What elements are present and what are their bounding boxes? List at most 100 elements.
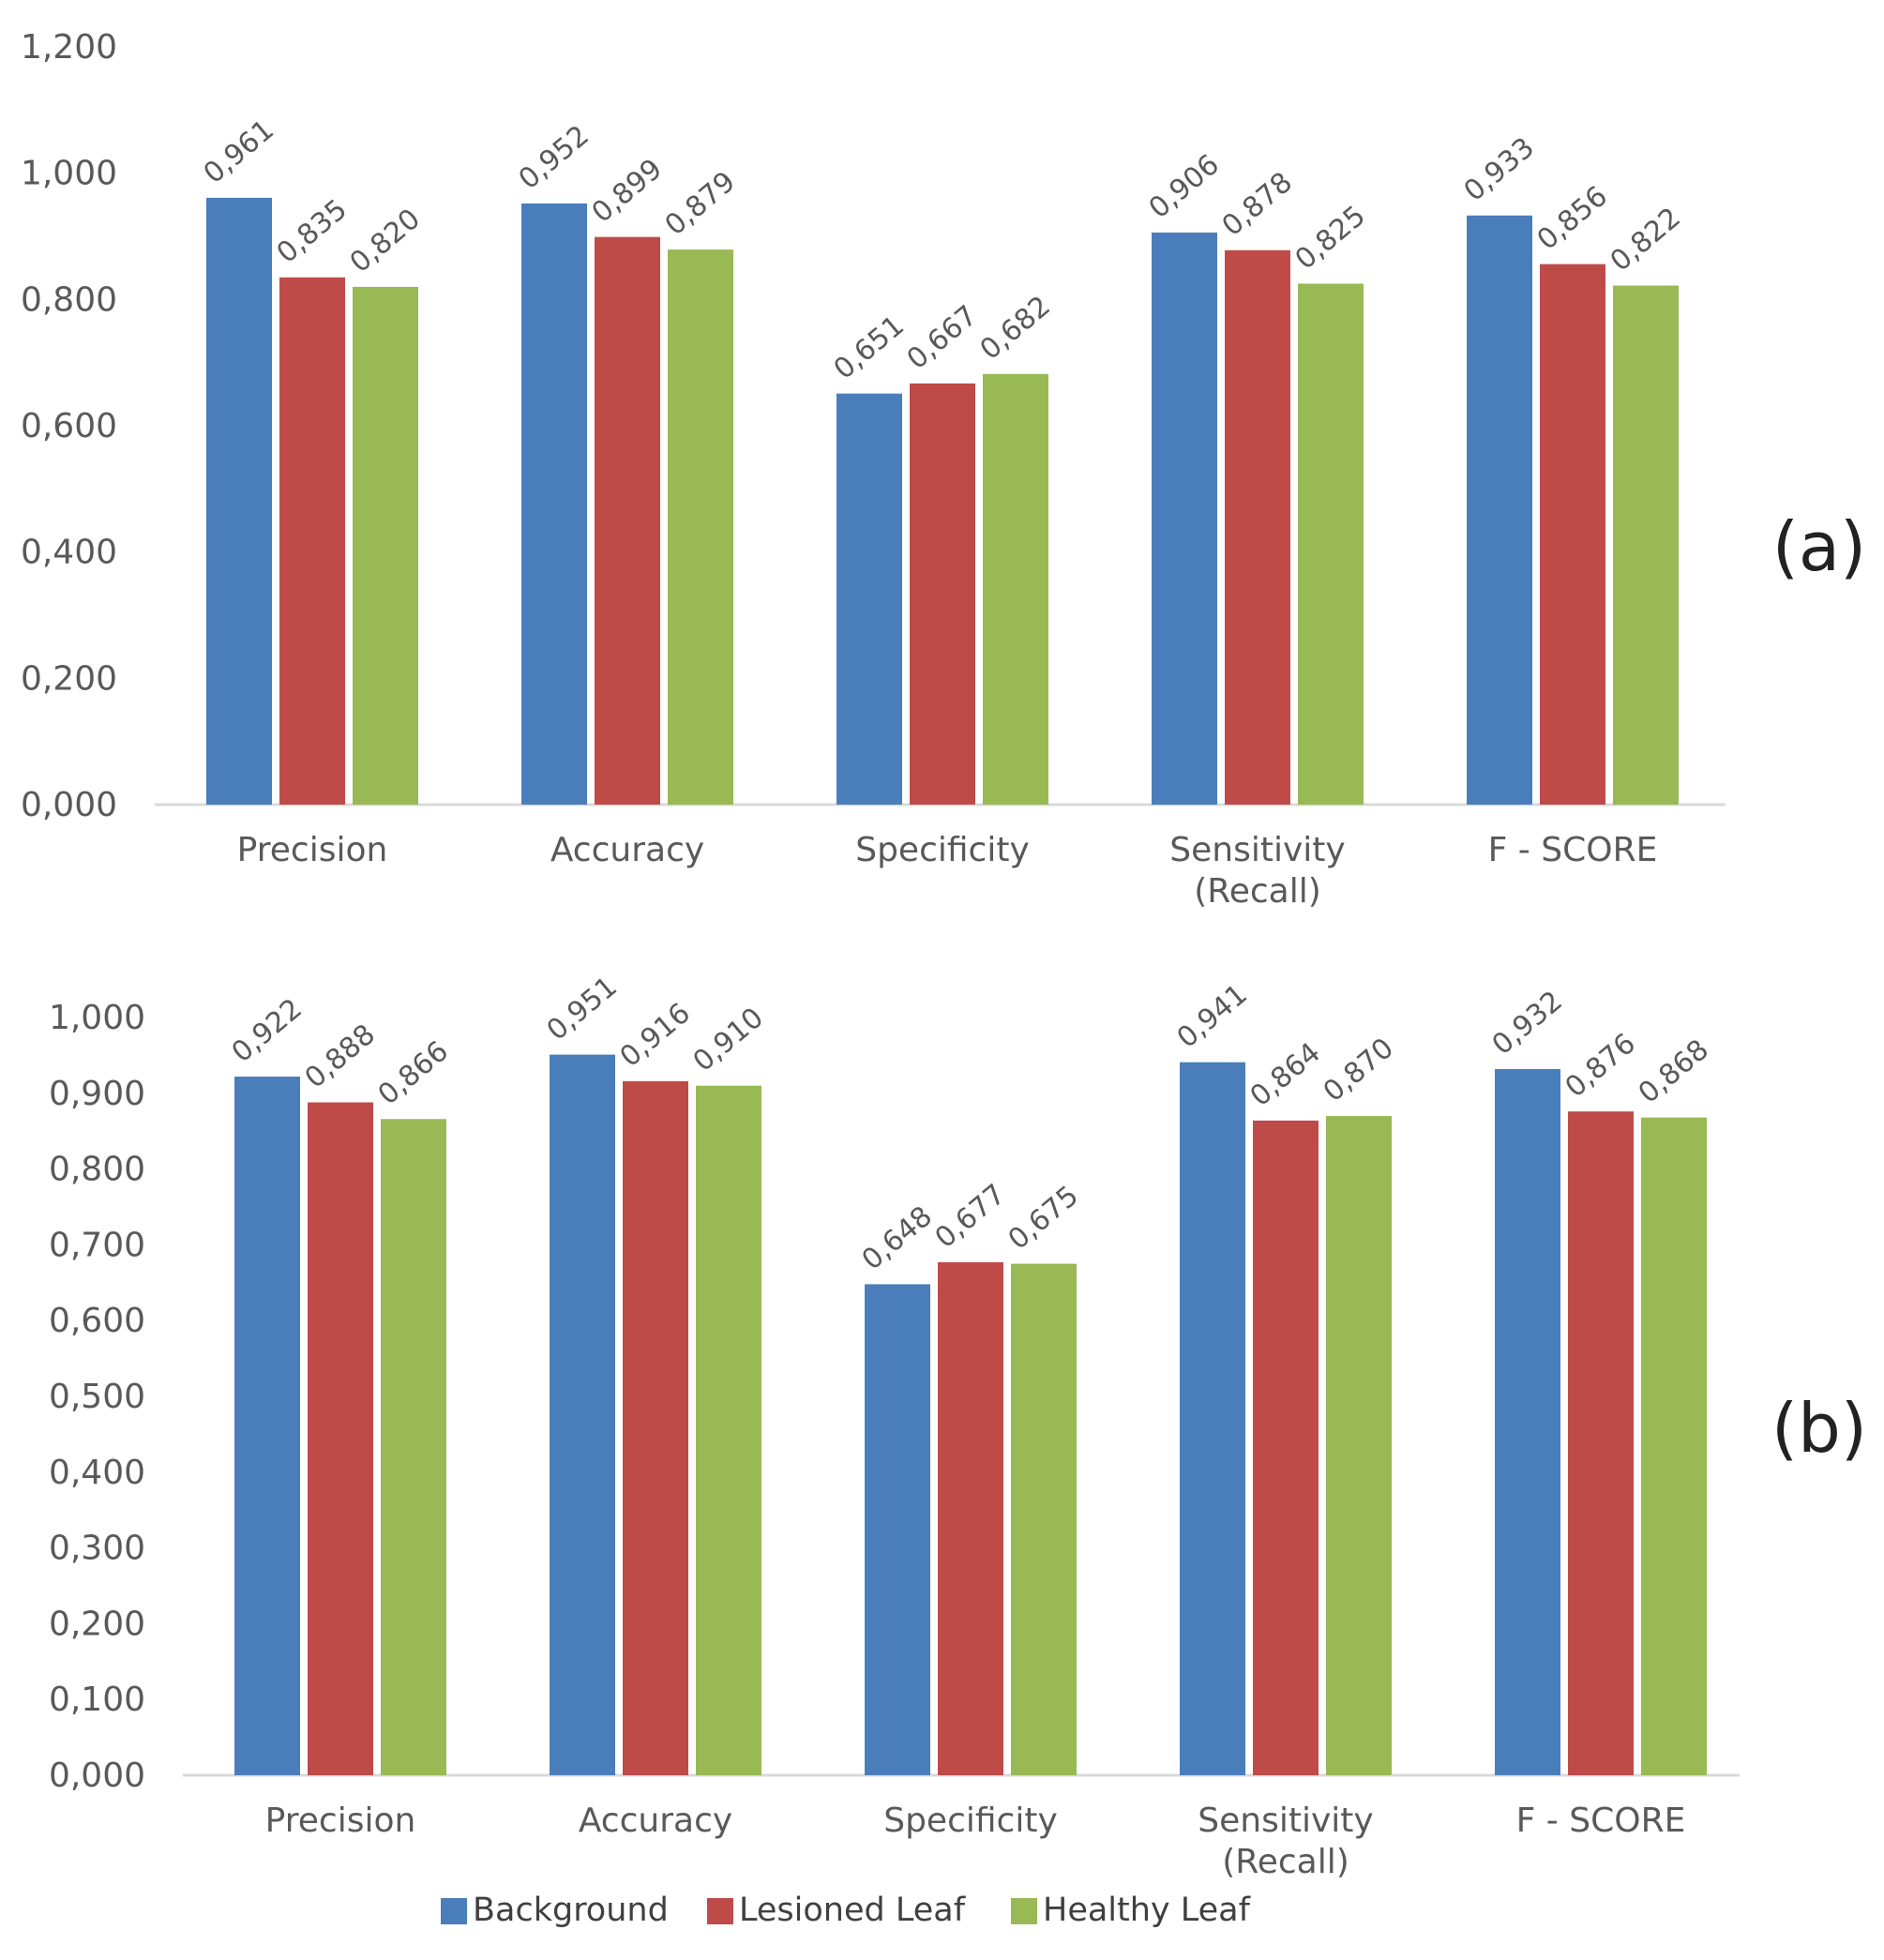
bar-background (1152, 232, 1217, 805)
bar-healthy-leaf (353, 286, 418, 805)
data-label: 0,876 (1560, 1027, 1642, 1104)
x-category-label: Accuracy (550, 831, 704, 869)
bar-healthy-leaf (1011, 1263, 1077, 1775)
bar-background (206, 197, 272, 806)
panel-label: (a) (1772, 507, 1866, 586)
x-category-label: Precision (237, 831, 388, 869)
data-label: 0,820 (344, 203, 427, 279)
bar-lesioned-leaf (910, 383, 975, 805)
y-tick-label: 0,300 (49, 1530, 145, 1568)
bar-background (1495, 1068, 1560, 1775)
data-label: 0,922 (226, 992, 309, 1069)
bar-lesioned-leaf (938, 1261, 1003, 1775)
x-category-label: Specificity (855, 831, 1030, 869)
x-category-label: (Recall) (1222, 1843, 1349, 1881)
legend-label: Healthy Leaf (1043, 1892, 1251, 1929)
y-tick-label: 0,200 (21, 659, 117, 698)
bar-background (550, 1054, 615, 1775)
bar-lesioned-leaf (1225, 249, 1290, 805)
y-tick-label: 0,200 (49, 1605, 145, 1643)
legend: Background Lesioned Leaf Healthy Leaf (441, 1892, 1251, 1929)
legend-swatch (1011, 1898, 1037, 1924)
x-category-label: Precision (265, 1802, 416, 1840)
data-label: 0,961 (198, 113, 280, 190)
data-label: 0,856 (1531, 180, 1614, 257)
bar-healthy-leaf (381, 1119, 446, 1775)
x-category-label: F - SCORE (1488, 831, 1658, 869)
bar-healthy-leaf (983, 373, 1048, 805)
data-label: 0,868 (1633, 1033, 1715, 1110)
x-category-label: Accuracy (579, 1802, 732, 1840)
data-label: 0,906 (1143, 148, 1226, 225)
bar-background (1467, 215, 1532, 805)
y-tick-label: 0,600 (21, 407, 117, 445)
y-tick-label: 0,800 (21, 280, 117, 319)
data-label: 0,932 (1486, 985, 1569, 1062)
data-label: 0,888 (299, 1018, 382, 1095)
data-label: 0,864 (1244, 1036, 1327, 1113)
bar-lesioned-leaf (623, 1080, 688, 1775)
x-category-label: Sensitivity (1169, 831, 1345, 869)
bar-lesioned-leaf (308, 1102, 373, 1775)
bar-healthy-leaf (1613, 285, 1679, 805)
bar-healthy-leaf (1326, 1116, 1392, 1775)
data-label: 0,822 (1605, 202, 1687, 279)
y-tick-label: 0,900 (49, 1075, 145, 1113)
y-tick-label: 1,000 (49, 999, 145, 1037)
bar-background (234, 1077, 300, 1775)
chart-panel-1: 0,000 0,200 0,400 0,600 0,800 1,000 1,200 0,961… (21, 28, 1866, 911)
y-tick-label: 0,000 (49, 1756, 145, 1795)
data-label: 0,675 (1002, 1180, 1085, 1257)
data-label: 0,899 (586, 153, 669, 230)
data-label: 0,916 (614, 997, 697, 1074)
y-tick-label: 0,400 (21, 534, 117, 572)
legend-swatch (707, 1898, 733, 1924)
x-category-label: Sensitivity (1198, 1802, 1373, 1840)
data-label: 0,835 (271, 193, 354, 270)
data-label: 0,910 (687, 1002, 770, 1078)
bar-healthy-leaf (668, 249, 733, 805)
bar-lesioned-leaf (1540, 264, 1605, 805)
bar-background (865, 1284, 930, 1775)
chart-panel-2: 0,000 0,100 0,200 0,300 0,400 0,500 0,600 0,700… (49, 971, 1867, 1881)
data-label: 0,667 (901, 299, 984, 376)
x-category-label: (Recall) (1194, 872, 1321, 911)
data-label: 0,933 (1458, 131, 1541, 208)
bar-background (836, 393, 902, 805)
data-label: 0,878 (1216, 166, 1299, 243)
data-label: 0,952 (513, 119, 595, 196)
data-label: 0,951 (541, 971, 624, 1048)
legend-label: Background (473, 1892, 669, 1929)
bar-lesioned-leaf (595, 236, 660, 805)
y-tick-label: 0,500 (49, 1378, 145, 1416)
bar-lesioned-leaf (279, 277, 345, 805)
y-tick-label: 0,400 (49, 1454, 145, 1492)
bar-lesioned-leaf (1568, 1111, 1634, 1775)
y-tick-label: 0,000 (21, 786, 117, 824)
bar-background (521, 203, 587, 805)
legend-label: Lesioned Leaf (739, 1892, 966, 1929)
y-tick-label: 1,200 (21, 28, 117, 67)
bar-background (1180, 1062, 1245, 1775)
y-tick-label: 0,600 (49, 1302, 145, 1340)
y-tick-label: 1,000 (21, 155, 117, 193)
data-label: 0,941 (1171, 978, 1254, 1055)
bar-healthy-leaf (1641, 1117, 1707, 1775)
panel-label: (b) (1771, 1389, 1867, 1468)
data-label: 0,866 (372, 1034, 455, 1111)
x-category-label: F - SCORE (1516, 1802, 1686, 1840)
bar-healthy-leaf (696, 1085, 761, 1775)
data-label: 0,651 (828, 309, 911, 386)
data-label: 0,682 (974, 290, 1057, 367)
y-tick-label: 0,700 (49, 1226, 145, 1264)
legend-swatch (441, 1898, 467, 1924)
data-label: 0,879 (659, 165, 742, 242)
data-label: 0,677 (929, 1178, 1012, 1255)
data-label: 0,648 (856, 1200, 939, 1277)
data-label: 0,825 (1289, 200, 1372, 277)
y-tick-label: 0,800 (49, 1151, 145, 1189)
x-category-label: Specificity (883, 1802, 1058, 1840)
y-tick-label: 0,100 (49, 1681, 145, 1719)
bar-lesioned-leaf (1253, 1120, 1319, 1775)
